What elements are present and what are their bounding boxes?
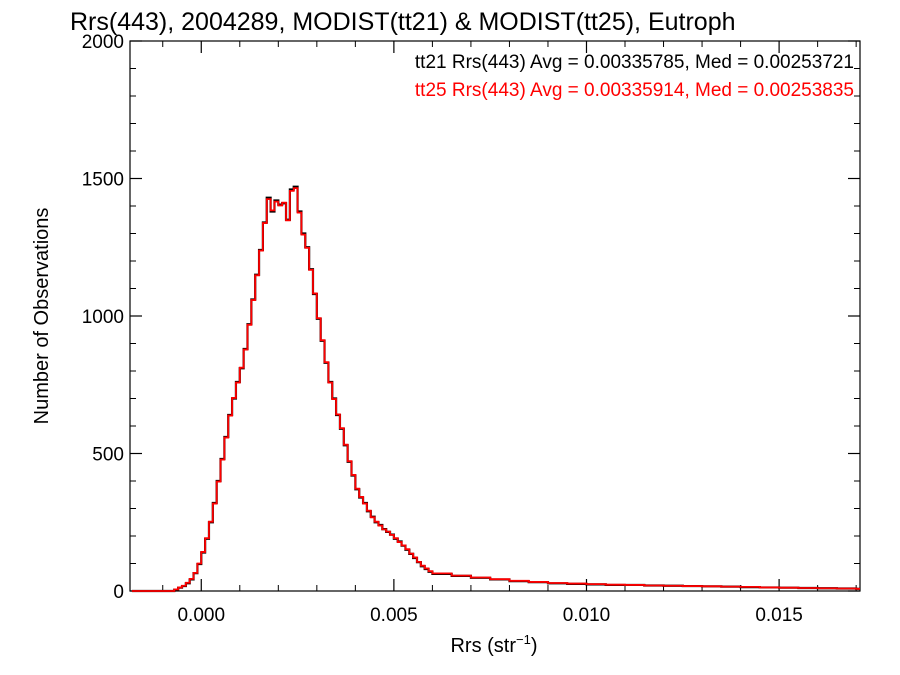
x-axis-label-base: Rrs (str	[450, 635, 516, 657]
plot-frame	[129, 40, 861, 592]
x-tick-label: 0.015	[755, 605, 803, 626]
x-tick-label: 0.005	[370, 605, 418, 626]
x-axis-label-superscript: −1	[516, 632, 531, 647]
x-axis-ticks: 0.000 0.005 0.010 0.015	[162, 41, 857, 626]
legend-tt21-stats: tt21 Rrs(443) Avg = 0.00335785, Med = 0.…	[415, 52, 854, 73]
y-tick-label: 1000	[82, 307, 124, 328]
y-axis-label: Number of Observations	[31, 208, 53, 425]
y-tick-label: 2000	[82, 32, 124, 53]
y-tick-label: 500	[92, 445, 124, 466]
y-axis-ticks: 0 500 1000 1500 2000	[82, 32, 860, 603]
x-tick-label: 0.010	[563, 605, 611, 626]
x-axis-label-close: )	[531, 635, 538, 657]
series-layer	[131, 185, 860, 593]
y-tick-label: 0	[113, 582, 124, 603]
plot-border	[129, 40, 861, 592]
legend-tt25-stats: tt25 Rrs(443) Avg = 0.00335914, Med = 0.…	[415, 80, 854, 101]
x-axis-label: Rrs (str−1)	[450, 632, 537, 657]
chart-title: Rrs(443), 2004289, MODIST(tt21) & MODIST…	[70, 8, 736, 36]
series-tt25-step	[131, 187, 860, 592]
y-tick-label: 1500	[82, 170, 124, 191]
series-tt21-step	[131, 185, 860, 593]
x-tick-label: 0.000	[177, 605, 225, 626]
